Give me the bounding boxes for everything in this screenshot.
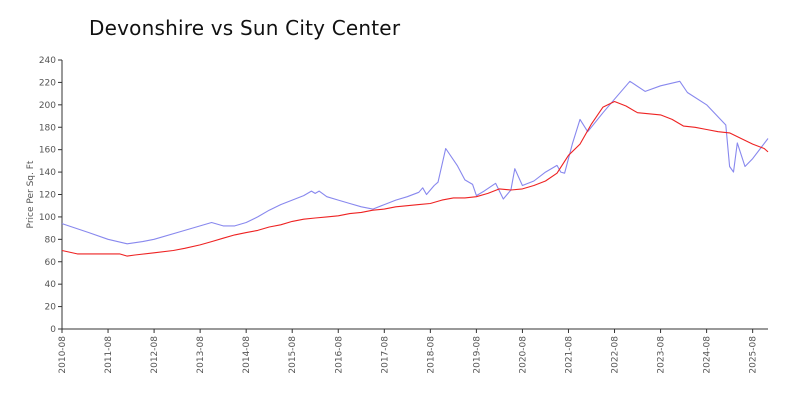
y-axis-ticks: 0 20 40 60 80 100 120 140 160 180 200 220 240 — [39, 56, 62, 335]
y-tick-label: 220 — [39, 78, 56, 88]
x-tick-label: 2017-08 — [380, 336, 390, 374]
x-tick-label: 2010-08 — [58, 336, 68, 374]
y-tick-label: 140 — [39, 168, 56, 178]
y-tick-label: 60 — [45, 258, 57, 268]
x-tick-label: 2013-08 — [196, 336, 206, 374]
y-tick-label: 160 — [39, 146, 56, 156]
x-tick-label: 2011-08 — [104, 336, 114, 374]
y-tick-label: 20 — [45, 303, 57, 313]
x-tick-label: 2025-08 — [749, 336, 759, 374]
x-axis-ticks: 2010-08 2011-08 2012-08 2013-08 2014-08 2015-… — [58, 329, 759, 374]
series-line-2 — [61, 100, 769, 257]
y-tick-label: 200 — [39, 101, 56, 111]
y-tick-label: 0 — [50, 325, 56, 335]
series-line-1 — [61, 80, 769, 245]
series-layer — [61, 80, 769, 257]
x-tick-label: 2022-08 — [611, 336, 621, 374]
y-tick-label: 40 — [45, 280, 57, 290]
x-tick-label: 2023-08 — [657, 336, 667, 374]
chart-title: Devonshire vs Sun City Center — [89, 16, 401, 40]
axes — [61, 60, 768, 330]
x-tick-label: 2024-08 — [703, 336, 713, 374]
y-axis-title: Price Per Sq. Ft — [26, 160, 36, 228]
x-tick-label: 2019-08 — [472, 336, 482, 374]
y-tick-label: 80 — [45, 235, 57, 245]
y-tick-label: 180 — [39, 123, 56, 133]
y-tick-label: 100 — [39, 213, 56, 223]
x-tick-label: 2021-08 — [564, 336, 574, 374]
x-tick-label: 2016-08 — [334, 336, 344, 374]
x-tick-label: 2018-08 — [426, 336, 436, 374]
x-tick-label: 2014-08 — [242, 336, 252, 374]
x-tick-label: 2012-08 — [150, 336, 160, 374]
y-tick-label: 240 — [39, 56, 56, 66]
x-tick-label: 2015-08 — [288, 336, 298, 374]
x-tick-label: 2020-08 — [518, 336, 528, 374]
y-tick-label: 120 — [39, 191, 56, 201]
